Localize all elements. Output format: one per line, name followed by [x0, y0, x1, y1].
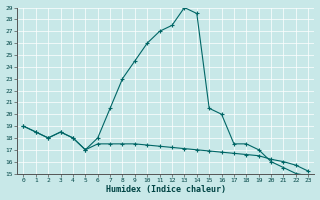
X-axis label: Humidex (Indice chaleur): Humidex (Indice chaleur) [106, 185, 226, 194]
